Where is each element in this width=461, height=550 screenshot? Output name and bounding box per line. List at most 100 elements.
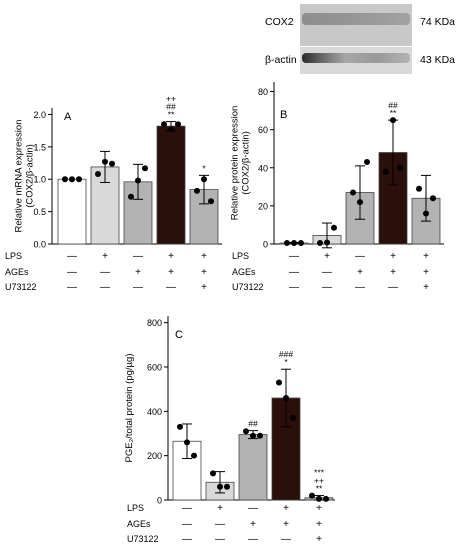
panel-b-y-axis-label: (COX2/β-actin) — [241, 131, 252, 195]
panel-a-treatment-sign: + — [102, 251, 108, 262]
panel-a-data-point — [62, 176, 68, 183]
panel-a-treatment-sign: — — [67, 251, 77, 262]
panel-a-treatment-sign: + — [135, 267, 141, 278]
panel-a-bar — [57, 178, 87, 245]
panel-c-significance-mark: * — [284, 357, 288, 367]
blot-size-cox2: 74 KDa — [420, 16, 455, 28]
panel-a: 0.0 0.5 1.0 1.5 2.0 Relative mRNA expression(… — [5, 94, 222, 293]
panel-a-y-tick-label: 1.5 — [33, 142, 46, 152]
panel-a-treatment-label: U73122 — [5, 282, 37, 292]
panel-a-data-point — [102, 158, 108, 165]
actin-band — [302, 53, 410, 63]
panel-b-treatment-sign: — — [322, 282, 332, 293]
panel-b-data-point — [291, 240, 297, 247]
panel-b-y-axis-label: Relative protein expression — [230, 106, 241, 221]
panel-a-data-point — [128, 193, 134, 200]
panel-b-treatment-sign: — — [289, 282, 299, 293]
panel-c-significance-mark: ## — [248, 419, 258, 429]
panel-b-treatment-label: LPS — [232, 251, 249, 261]
panel-a-treatment-label: AGEs — [5, 267, 29, 277]
panel-a-significance-mark: ## — [166, 102, 176, 112]
panel-b-treatment-label: U73122 — [232, 282, 264, 292]
panel-a-treatment-sign: + — [201, 251, 207, 262]
panel-c-y-tick-label: 600 — [147, 362, 162, 372]
panel-b-y-tick-label: 80 — [258, 87, 268, 97]
panel-c-treatment-sign: — — [215, 534, 225, 545]
blot-label-actin: β-actin — [265, 54, 297, 66]
panel-a-treatment-label: LPS — [5, 251, 22, 261]
panel-b-significance-mark: ** — [390, 108, 397, 118]
panel-c-data-point — [184, 439, 190, 446]
panel-c-data-point — [257, 432, 263, 439]
western-blot: COX2 74 KDa β-actin 43 KDa — [265, 4, 455, 74]
panel-b-data-point — [298, 240, 304, 247]
panel-a-data-point — [201, 176, 207, 183]
panel-b-treatment-sign: — — [355, 282, 365, 293]
panel-a-data-point — [109, 160, 115, 167]
panel-b-treatment-sign: + — [423, 251, 429, 262]
panel-c-treatment-label: U73122 — [127, 534, 159, 544]
panel-c-y-axis-label: PGE₂/total protein (pg/µg) — [124, 354, 135, 463]
panel-a-data-point — [142, 165, 148, 172]
panel-c-treatment-sign: — — [248, 534, 258, 545]
panel-a-data-point — [69, 176, 75, 183]
panel-a-significance-mark: * — [202, 163, 206, 173]
panel-b-data-point — [364, 159, 370, 166]
panel-b-y-tick-label: 60 — [258, 125, 268, 135]
panel-c-data-point — [243, 428, 249, 435]
panel-c-treatment-sign: — — [248, 503, 258, 514]
panel-c-treatment-sign: — — [215, 519, 225, 530]
panel-a-y-axis-label: (COX2/β-actin) — [25, 144, 36, 208]
panel-b-treatment-label: AGEs — [232, 267, 256, 277]
panel-letter-a: A — [64, 111, 72, 123]
panel-c-significance-mark: ### — [279, 349, 293, 359]
panel-a-y-tick-label: 0.5 — [33, 207, 46, 217]
panel-a-significance-mark: ** — [168, 110, 175, 120]
panel-b-y-tick-label: 40 — [258, 163, 268, 173]
panel-c-treatment-sign: + — [316, 519, 322, 530]
panel-c-treatment-sign: + — [250, 519, 256, 530]
panel-b-treatment-sign: + — [423, 282, 429, 293]
panel-c-y-tick-label: 200 — [147, 451, 162, 461]
panel-c-treatment-sign: — — [182, 519, 192, 530]
panel-b-treatment-sign: + — [324, 251, 330, 262]
panel-c-data-point — [290, 414, 296, 421]
panel-b-data-point — [350, 189, 356, 196]
blot-size-actin: 43 KDa — [420, 54, 455, 66]
panel-b-treatment-sign: + — [423, 267, 429, 278]
panel-c-data-point — [316, 495, 322, 502]
panel-a-y-axis-label: Relative mRNA expression — [14, 120, 25, 233]
panel-b-treatment-sign: — — [289, 267, 299, 278]
panel-b-treatment-sign: — — [388, 282, 398, 293]
panel-c-treatment-label: AGEs — [127, 519, 151, 529]
panel-c-data-point — [283, 395, 289, 402]
panel-c-treatment-sign: — — [182, 534, 192, 545]
panel-c-treatment-sign: + — [217, 503, 223, 514]
panel-c: 0 200 400 600 800 PGE₂/total protein (pg/µg) #… — [124, 316, 335, 545]
panel-a-y-tick-label: 0.0 — [33, 240, 46, 250]
panel-b-significance-mark: ## — [388, 100, 398, 110]
panel-a-treatment-sign: — — [67, 267, 77, 278]
panel-b-data-point — [284, 240, 290, 247]
panel-b-treatment-sign: + — [390, 267, 396, 278]
panel-c-y-tick-label: 0 — [157, 496, 162, 506]
panel-c-significance-mark: *** — [314, 468, 325, 478]
panel-a-treatment-sign: + — [201, 282, 207, 293]
panel-b-data-point — [324, 239, 330, 246]
panel-c-treatment-sign: — — [182, 503, 192, 514]
panel-a-treatment-sign: — — [133, 251, 143, 262]
panel-c-significance-mark: ++ — [314, 476, 324, 486]
panel-c-treatment-label: LPS — [127, 503, 144, 513]
panel-a-bar — [123, 181, 153, 245]
panel-a-bar — [156, 125, 186, 245]
panel-c-data-point — [177, 423, 183, 430]
panel-c-treatment-sign: + — [283, 519, 289, 530]
panel-a-data-point — [76, 176, 82, 183]
blot-label-cox2: COX2 — [265, 16, 294, 28]
panel-c-treatment-sign: — — [281, 534, 291, 545]
panel-a-data-point — [175, 121, 181, 128]
panel-b-data-point — [331, 224, 337, 231]
panel-a-data-point — [168, 126, 174, 133]
panel-b-data-point — [383, 168, 389, 175]
